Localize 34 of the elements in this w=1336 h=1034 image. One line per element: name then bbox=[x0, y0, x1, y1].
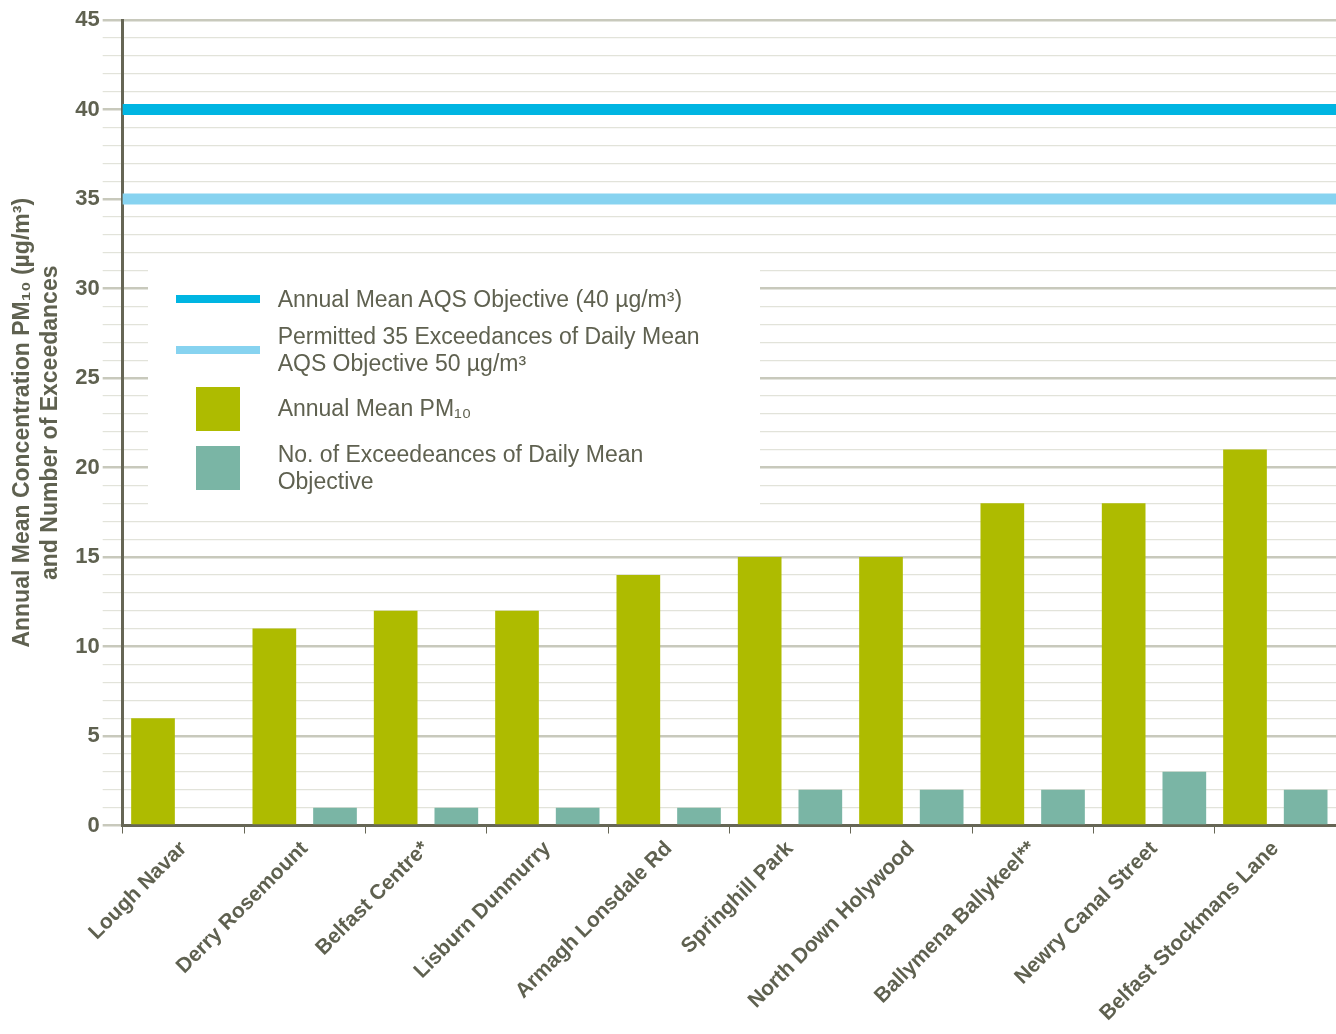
y-tick-label: 40 bbox=[75, 95, 100, 121]
y-tick-label: 15 bbox=[75, 543, 100, 569]
y-tick-label: 5 bbox=[87, 722, 100, 748]
bar bbox=[919, 789, 964, 825]
y-tick-label: 35 bbox=[75, 185, 100, 211]
legend-label: Permitted 35 Exceedances of Daily Mean AQS Objective 50 µg/m³ bbox=[277, 322, 701, 377]
bar bbox=[737, 557, 782, 825]
y-tick-label: 45 bbox=[75, 6, 100, 32]
y-tick-label: 20 bbox=[75, 453, 100, 479]
bar bbox=[313, 807, 357, 825]
bar bbox=[1283, 789, 1328, 825]
bar bbox=[373, 610, 418, 825]
y-tick-label: 0 bbox=[87, 811, 100, 837]
bar bbox=[980, 503, 1025, 825]
legend-label: No. of Exceedeances of Daily Mean Objective bbox=[277, 440, 645, 495]
y-axis-title: Annual Mean Concentration PM₁₀ (µg/m³) and Number of Exceedances bbox=[8, 197, 62, 648]
bar bbox=[1041, 789, 1085, 825]
bar bbox=[131, 718, 175, 825]
bar bbox=[1101, 503, 1146, 825]
bar bbox=[1223, 449, 1267, 825]
legend-label: Annual Mean AQS Objective (40 µg/m³) bbox=[277, 285, 683, 313]
bar bbox=[495, 610, 539, 825]
bar bbox=[1162, 771, 1207, 825]
bar bbox=[798, 789, 843, 825]
bar bbox=[555, 807, 600, 825]
bar bbox=[434, 807, 479, 825]
bar bbox=[677, 807, 721, 825]
y-tick-label: 30 bbox=[75, 274, 100, 300]
legend-label: Annual Mean PM₁₀ bbox=[277, 395, 472, 423]
bar bbox=[252, 628, 297, 825]
bar bbox=[859, 557, 903, 825]
bar bbox=[616, 574, 661, 825]
y-tick-label: 25 bbox=[75, 364, 100, 390]
y-tick-label: 10 bbox=[75, 632, 100, 658]
